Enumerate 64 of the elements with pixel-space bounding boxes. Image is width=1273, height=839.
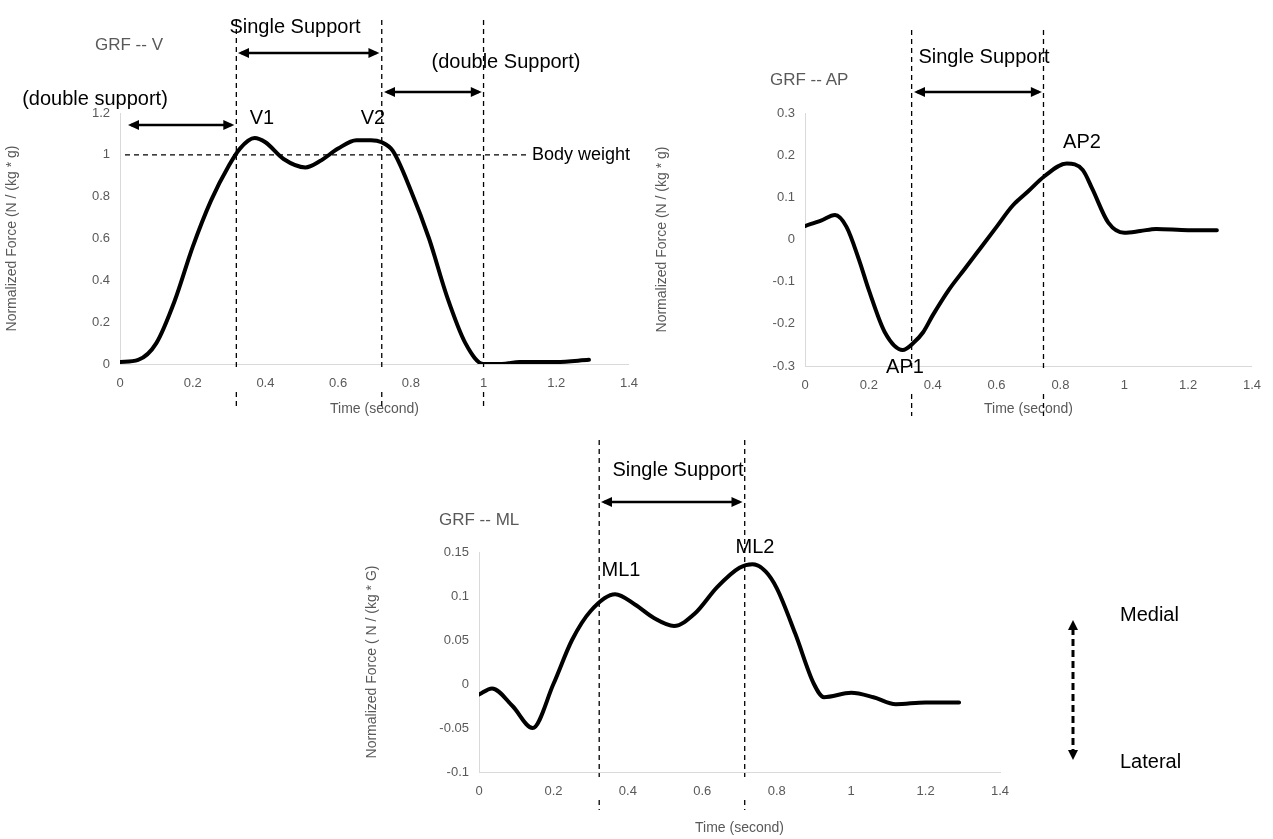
x-tick-label: 1 bbox=[1120, 377, 1128, 393]
x-tick-label: 0 bbox=[116, 375, 124, 391]
x-tick-label: 1.2 bbox=[547, 375, 566, 391]
chart-title: GRF -- V bbox=[95, 34, 164, 54]
y-tick-label: 0.2 bbox=[776, 146, 795, 162]
x-axis-title: Time (second) bbox=[330, 400, 419, 417]
text: Single Support bbox=[612, 457, 745, 480]
y-tick-label: 0.4 bbox=[91, 271, 110, 287]
y-axis-title: Normalized Force (N / (kg * g) bbox=[3, 145, 20, 332]
y-tick-label: 0.6 bbox=[91, 230, 110, 246]
text: (double Support) bbox=[431, 49, 581, 72]
y-tick-label: 0 bbox=[102, 355, 110, 371]
x-tick-label: 1.4 bbox=[619, 375, 638, 391]
chart-title: GRF -- ML bbox=[439, 509, 520, 529]
chart-title: GRF -- AP bbox=[770, 69, 849, 89]
y-tick-label: 0.3 bbox=[776, 104, 795, 120]
y-tick-label: -0.1 bbox=[772, 273, 795, 289]
x-tick-label: 0.4 bbox=[923, 377, 942, 393]
x-tick-label: 1.2 bbox=[916, 783, 935, 799]
annotation: V2 bbox=[360, 105, 386, 128]
y-tick-label: 0.15 bbox=[443, 543, 469, 559]
text: Single Support bbox=[229, 14, 362, 37]
x-tick-label: 0.8 bbox=[401, 375, 420, 391]
y-tick-label: 1 bbox=[102, 146, 110, 162]
y-tick-label: 0 bbox=[461, 675, 469, 691]
y-tick-label: 0 bbox=[787, 231, 795, 247]
ref-line-label: Body weight bbox=[531, 143, 631, 164]
x-tick-label: 0.6 bbox=[693, 783, 712, 799]
x-tick-label: 0.6 bbox=[987, 377, 1006, 393]
x-tick-label: 0.2 bbox=[544, 783, 563, 799]
x-tick-label: 0 bbox=[475, 783, 483, 799]
y-tick-label: 0.8 bbox=[91, 188, 110, 204]
x-tick-label: 0.8 bbox=[1051, 377, 1070, 393]
y-tick-label: -0.05 bbox=[439, 719, 469, 735]
y-tick-label: 0.1 bbox=[450, 587, 469, 603]
x-tick-label: 0 bbox=[801, 377, 809, 393]
y-tick-label: 0.05 bbox=[443, 631, 469, 647]
y-tick-label: 0.1 bbox=[776, 188, 795, 204]
x-axis-title: Time (second) bbox=[695, 819, 784, 836]
y-tick-label: 0.2 bbox=[91, 313, 110, 329]
y-axis-title: Normalized Force ( N / (kg * G) bbox=[363, 565, 380, 759]
text: Single Support bbox=[918, 44, 1051, 67]
annotation: AP2 bbox=[1063, 129, 1101, 152]
y-axis-title: Normalized Force (N / (kg * g) bbox=[653, 146, 670, 333]
annotation: ML2 bbox=[735, 534, 775, 557]
x-tick-label: 1.2 bbox=[1179, 377, 1198, 393]
x-tick-label: 1 bbox=[479, 375, 488, 391]
x-axis-title: Time (second) bbox=[984, 400, 1073, 417]
text: Lateral bbox=[1120, 749, 1182, 772]
annotation: ML1 bbox=[601, 557, 641, 580]
x-tick-label: 1.4 bbox=[990, 783, 1010, 799]
x-tick-label: 0.6 bbox=[329, 375, 348, 391]
x-tick-label: 1 bbox=[847, 783, 855, 799]
y-tick-label: -0.2 bbox=[772, 315, 795, 331]
x-tick-label: 1.4 bbox=[1242, 377, 1261, 393]
y-tick-label: -0.1 bbox=[446, 763, 469, 779]
x-tick-label: 0.2 bbox=[859, 377, 878, 393]
y-tick-label: -0.3 bbox=[772, 357, 795, 373]
text: Medial bbox=[1120, 602, 1179, 625]
x-tick-label: 0.4 bbox=[256, 375, 275, 391]
annotation: V1 bbox=[249, 105, 275, 128]
annotation: AP1 bbox=[886, 354, 924, 377]
x-tick-label: 0.2 bbox=[183, 375, 202, 391]
x-tick-label: 0.4 bbox=[618, 783, 637, 799]
